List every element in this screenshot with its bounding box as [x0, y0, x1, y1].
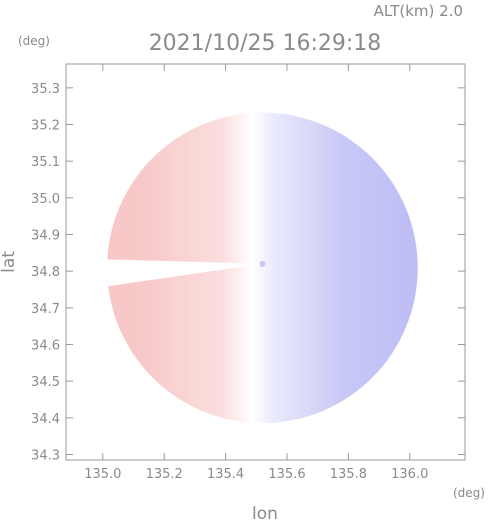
x-tick-label: 135.4: [207, 467, 244, 482]
y-axis-ticks: 34.3 34.4 34.5 34.6 34.7 34.8 34.9 35.0 35.1 35.2…: [31, 82, 465, 464]
x-axis-ticks: 135.0 135.2 135.4 135.6 135.8 136.0: [84, 64, 428, 482]
y-tick-label: 35.3: [31, 82, 60, 97]
x-tick-label: 136.0: [391, 467, 428, 482]
y-tick-label: 34.7: [31, 302, 60, 317]
x-tick-label: 135.6: [268, 467, 305, 482]
altitude-label: ALT(km) 2.0: [374, 2, 463, 20]
y-tick-label: 35.1: [31, 155, 60, 170]
y-tick-label: 34.4: [31, 412, 60, 427]
x-axis-label: lon: [252, 504, 278, 521]
chart-title: 2021/10/25 16:29:18: [149, 31, 382, 56]
x-unit-label: (deg): [453, 486, 485, 500]
y-tick-label: 34.9: [31, 229, 60, 244]
y-tick-label: 34.5: [31, 375, 60, 390]
y-tick-label: 35.0: [31, 192, 60, 207]
plot-frame: [65, 63, 466, 461]
x-tick-label: 135.2: [146, 467, 183, 482]
radar-field: [107, 112, 418, 424]
x-tick-label: 135.8: [330, 467, 367, 482]
y-axis-label: lat: [0, 251, 19, 273]
y-tick-label: 34.6: [31, 339, 60, 354]
y-tick-label: 34.8: [31, 265, 60, 280]
radar-site-marker: [259, 260, 266, 267]
y-tick-label: 35.2: [31, 119, 60, 134]
missing-data-notch: [107, 261, 193, 282]
y-unit-label: (deg): [18, 34, 50, 48]
x-tick-label: 135.0: [84, 467, 121, 482]
y-tick-label: 34.3: [31, 449, 60, 464]
